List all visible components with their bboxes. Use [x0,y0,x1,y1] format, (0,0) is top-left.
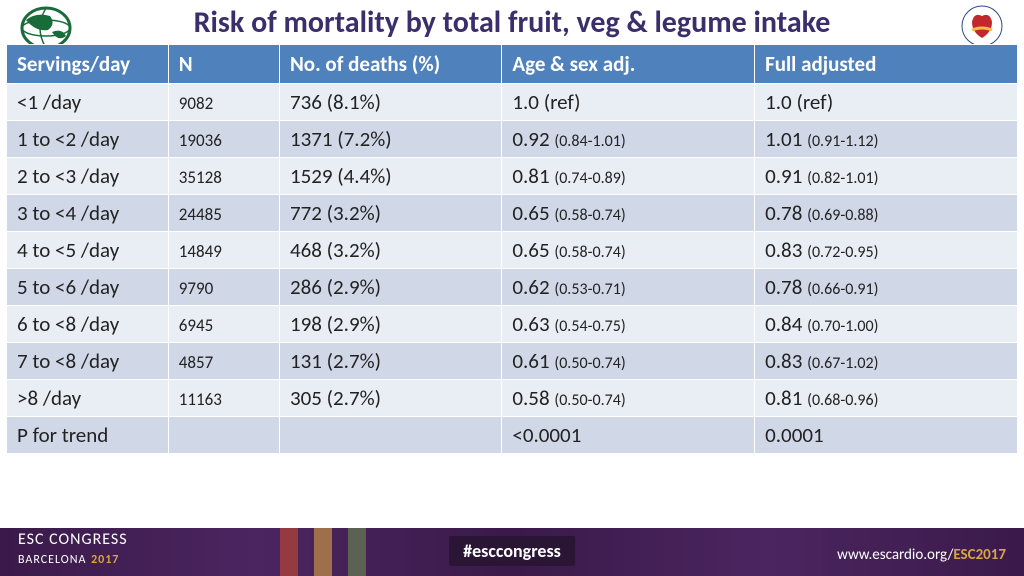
mortality-table: Servings/day N No. of deaths (%) Age & s… [6,44,1018,454]
table-row: 5 to <6 /day9790286 (2.9%)0.62 (0.53-0.7… [7,269,1018,306]
col-servings: Servings/day [7,45,169,84]
page-title: Risk of mortality by total fruit, veg & … [0,4,1024,41]
footer-hashtag: #esccongress [449,536,575,566]
table-row: 2 to <3 /day351281529 (4.4%)0.81 (0.74-0… [7,158,1018,195]
footer-url: www.escardio.org/ESC2017 [837,546,1006,564]
table-row: <1 /day9082736 (8.1%)1.0 (ref)1.0 (ref) [7,84,1018,121]
col-n: N [168,45,279,84]
table-row: 6 to <8 /day6945198 (2.9%)0.63 (0.54-0.7… [7,306,1018,343]
table-row: 7 to <8 /day4857131 (2.7%)0.61 (0.50-0.7… [7,343,1018,380]
table-row: 4 to <5 /day14849468 (3.2%)0.65 (0.58-0.… [7,232,1018,269]
table-row: P for trend<0.00010.0001 [7,417,1018,454]
footer-left: ESC CONGRESS BARCELONA 2017 [18,530,128,568]
table-row: >8 /day11163305 (2.7%)0.58 (0.50-0.74)0.… [7,380,1018,417]
table-header-row: Servings/day N No. of deaths (%) Age & s… [7,45,1018,84]
footer-decor [280,528,366,576]
col-deaths: No. of deaths (%) [279,45,501,84]
col-age-sex: Age & sex adj. [502,45,755,84]
table-row: 1 to <2 /day190361371 (7.2%)0.92 (0.84-1… [7,121,1018,158]
table-row: 3 to <4 /day24485772 (3.2%)0.65 (0.58-0.… [7,195,1018,232]
col-full-adj: Full adjusted [755,45,1018,84]
